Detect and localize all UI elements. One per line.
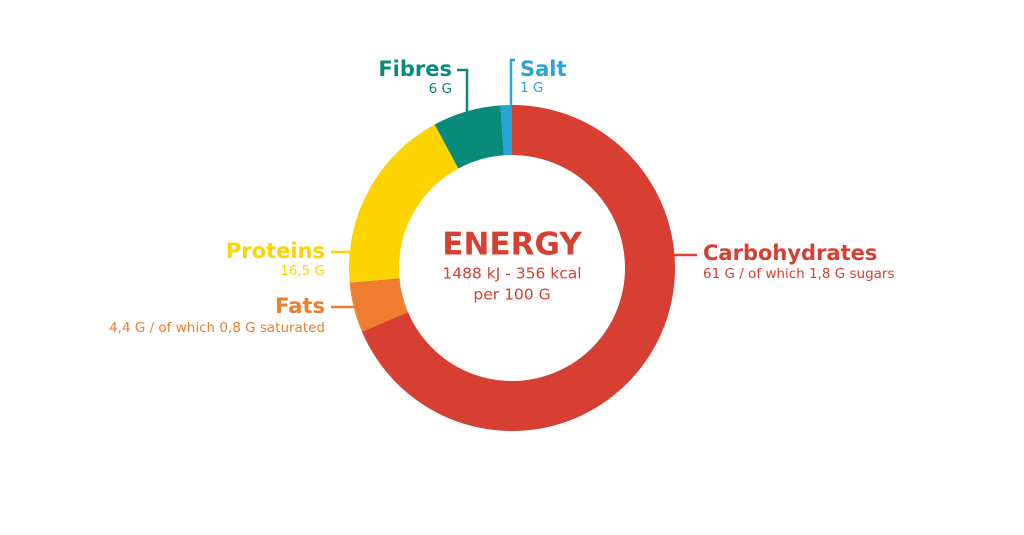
- label-name: Fibres: [378, 57, 452, 81]
- donut-segment: [349, 124, 459, 283]
- donut-segment: [361, 105, 675, 431]
- center-line: per 100 G: [473, 286, 550, 304]
- label-name: Carbohydrates: [703, 241, 877, 265]
- leader-line: [509, 58, 515, 106]
- label-name: Salt: [520, 57, 567, 81]
- label-value: 16,5 G: [280, 263, 325, 279]
- label-value: 1 G: [520, 80, 543, 96]
- label-name: Proteins: [226, 239, 325, 263]
- label-value: 4,4 G / of which 0,8 G saturated: [109, 320, 325, 336]
- donut-segment: [434, 105, 505, 169]
- label-value: 61 G / of which 1,8 G sugars: [703, 266, 895, 282]
- center-line: 1488 kJ - 356 kcal: [442, 265, 581, 283]
- label-name: Fats: [275, 294, 325, 318]
- center-title: ENERGY: [442, 227, 582, 263]
- label-value: 6 G: [429, 81, 452, 97]
- donut-segment: [349, 278, 408, 332]
- leader-line: [457, 68, 469, 124]
- donut-segment: [500, 105, 512, 156]
